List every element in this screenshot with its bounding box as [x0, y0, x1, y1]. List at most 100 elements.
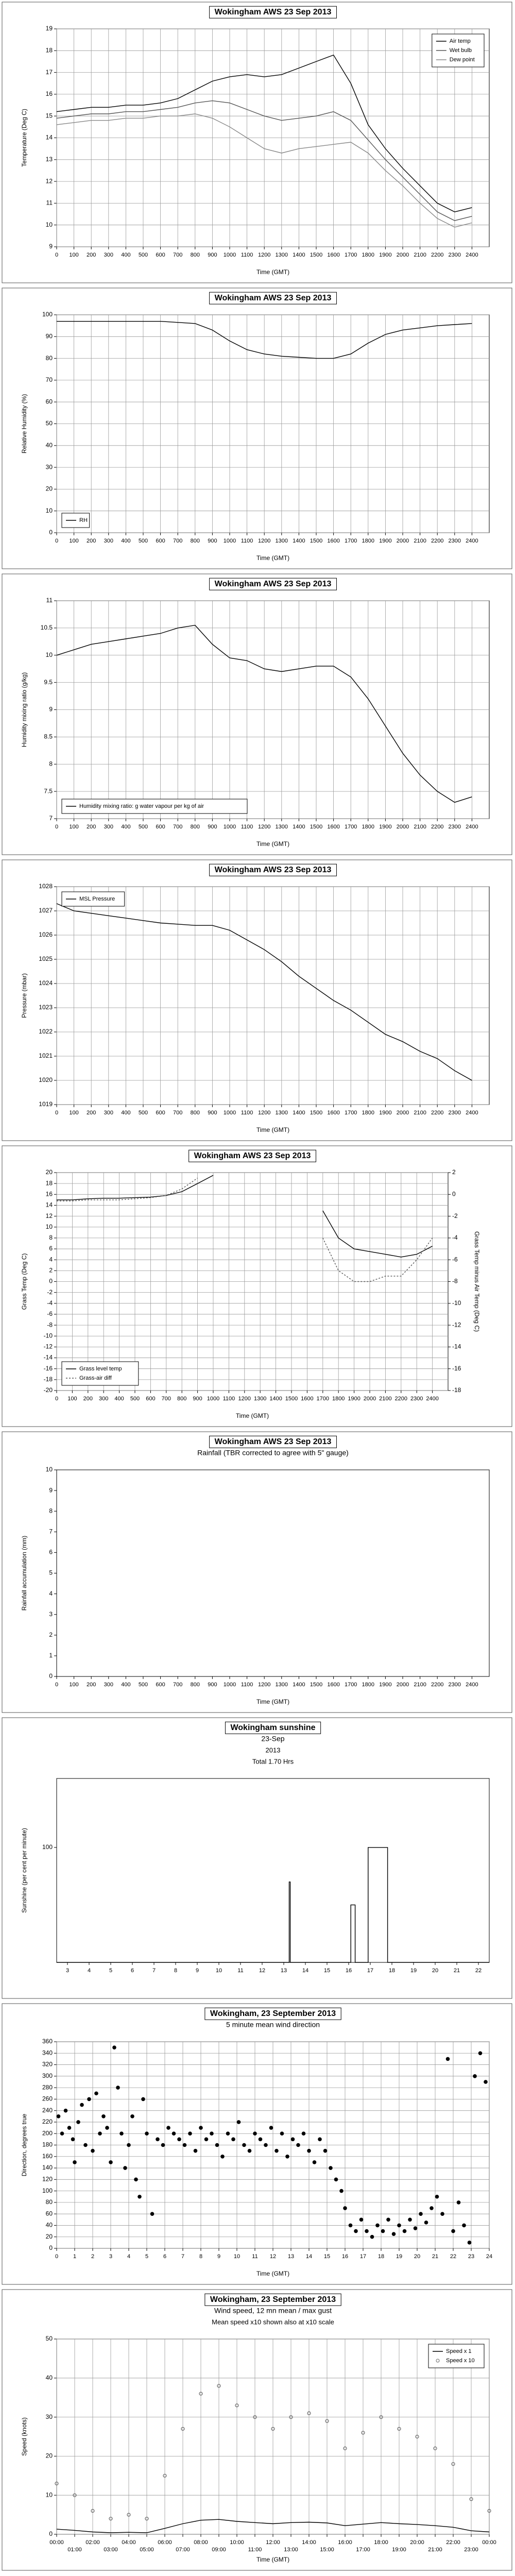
x-axis-label: Time (GMT) [256, 840, 289, 848]
x-tick-label: 11:00 [248, 2547, 262, 2553]
data-point [171, 2131, 176, 2136]
x-tick-label: 1200 [258, 1682, 270, 1688]
data-point [445, 2057, 450, 2061]
y2-tick-label: -8 [452, 1278, 458, 1285]
x-tick-label: 9 [196, 1968, 199, 1974]
x-tick-label: 800 [191, 1110, 200, 1116]
x-tick-label: 1 [73, 2253, 76, 2260]
x-tick-label: 21:00 [428, 2547, 442, 2553]
x-tick-label: 1700 [317, 1396, 329, 1402]
data-point [325, 2419, 329, 2423]
data-point [215, 2143, 219, 2147]
x-tick-label: 12 [270, 2253, 276, 2260]
y-tick-label: 20 [46, 2452, 53, 2460]
legend-label: MSL Pressure [79, 896, 115, 902]
y-tick-label: 11 [46, 199, 53, 207]
y-tick-label: 30 [46, 463, 53, 470]
title-box [188, 1149, 316, 1162]
chart-title: Wokingham AWS 23 Sep 2013 [194, 1151, 311, 1160]
x-tick-label: 2400 [466, 824, 478, 830]
x-tick-label: 900 [208, 824, 217, 830]
y-tick-label: 1021 [39, 1052, 53, 1059]
x-tick-label: 12 [259, 1968, 265, 1974]
x-tick-label: 22:00 [446, 2539, 460, 2546]
x-tick-label: 4 [127, 2253, 130, 2260]
y-tick-label: 140 [42, 2164, 53, 2171]
x-tick-label: 5 [145, 2253, 148, 2260]
y-tick-label: 1025 [39, 955, 53, 962]
data-point [323, 2148, 328, 2153]
y-tick-label: -6 [47, 1310, 53, 1317]
y-axis-label: Temperature (Deg C) [21, 109, 28, 167]
y-tick-label: 10 [46, 1466, 53, 1473]
data-point [231, 2137, 235, 2142]
y-tick-label: 300 [42, 2072, 53, 2079]
x-tick-label: 06:00 [158, 2539, 172, 2546]
data-point [109, 2160, 113, 2164]
x-tick-label: 18 [378, 2253, 384, 2260]
y-tick-label: 8.5 [44, 733, 53, 740]
x-tick-label: 1700 [345, 252, 357, 258]
title-box [209, 1435, 337, 1448]
x-tick-label: 2 [91, 2253, 94, 2260]
data-line [57, 1178, 433, 1282]
data-point [141, 2097, 145, 2102]
y-tick-label: 9 [49, 1486, 53, 1494]
y-tick-label: 40 [46, 2222, 53, 2229]
x-tick-label: 17 [367, 1968, 373, 1974]
x-tick-label: 1600 [327, 824, 339, 830]
x-tick-label: 00:00 [482, 2539, 496, 2546]
data-point [112, 2045, 116, 2049]
data-point [334, 2177, 338, 2182]
x-tick-label: 2400 [466, 1110, 478, 1116]
x-tick-label: 16 [342, 2253, 348, 2260]
x-tick-label: 2000 [397, 1110, 409, 1116]
data-point [312, 2160, 317, 2164]
x-tick-label: 1100 [241, 1682, 253, 1688]
chart-subtitle: 5 minute mean wind direction [226, 2021, 320, 2029]
x-tick-label: 10 [216, 1968, 222, 1974]
x-tick-label: 1400 [293, 538, 305, 544]
y-tick-label: 120 [42, 2176, 53, 2183]
title-box [209, 863, 337, 876]
data-point [127, 2513, 131, 2517]
data-point [473, 2074, 477, 2078]
data-point [193, 2148, 198, 2153]
y-tick-label: 10 [46, 651, 53, 658]
data-line [56, 54, 472, 213]
x-tick-label: 21 [432, 2253, 438, 2260]
data-point [258, 2137, 263, 2142]
y-tick-label: 13 [46, 156, 53, 163]
x-tick-label: 900 [208, 252, 217, 258]
x-tick-label: 1900 [379, 1110, 391, 1116]
x-tick-label: 1600 [327, 1682, 339, 1688]
data-point [301, 2131, 306, 2136]
y-tick-label: 1019 [39, 1100, 53, 1108]
x-tick-label: 300 [104, 538, 113, 544]
x-tick-label: 1500 [310, 824, 322, 830]
x-axis-label: Time (GMT) [256, 1698, 289, 1705]
y-tick-label: 8 [49, 760, 53, 767]
x-tick-label: 24 [486, 2253, 492, 2260]
data-point [487, 2509, 491, 2513]
x-tick-label: 20 [432, 1968, 438, 1974]
y-tick-label: 19 [46, 25, 53, 32]
data-point [413, 2226, 418, 2230]
data-line [56, 113, 472, 228]
x-tick-label: 400 [121, 824, 130, 830]
data-point [56, 2114, 61, 2119]
y-tick-label: 80 [46, 2198, 53, 2206]
x-tick-label: 600 [156, 538, 165, 544]
x-tick-label: 1000 [224, 538, 236, 544]
legend-label: Dew point [450, 57, 475, 63]
y-tick-label: 15 [46, 112, 53, 119]
y-tick-label: 180 [42, 2141, 53, 2148]
data-point [55, 2481, 59, 2486]
legend-label: Grass level temp [79, 1366, 122, 1372]
y-tick-label: 18 [46, 46, 53, 54]
data-line [56, 100, 472, 221]
x-tick-label: 900 [193, 1396, 202, 1402]
y-tick-label: 280 [42, 2083, 53, 2091]
y-tick-label: 11 [46, 597, 53, 604]
x-tick-label: 1100 [223, 1396, 235, 1402]
